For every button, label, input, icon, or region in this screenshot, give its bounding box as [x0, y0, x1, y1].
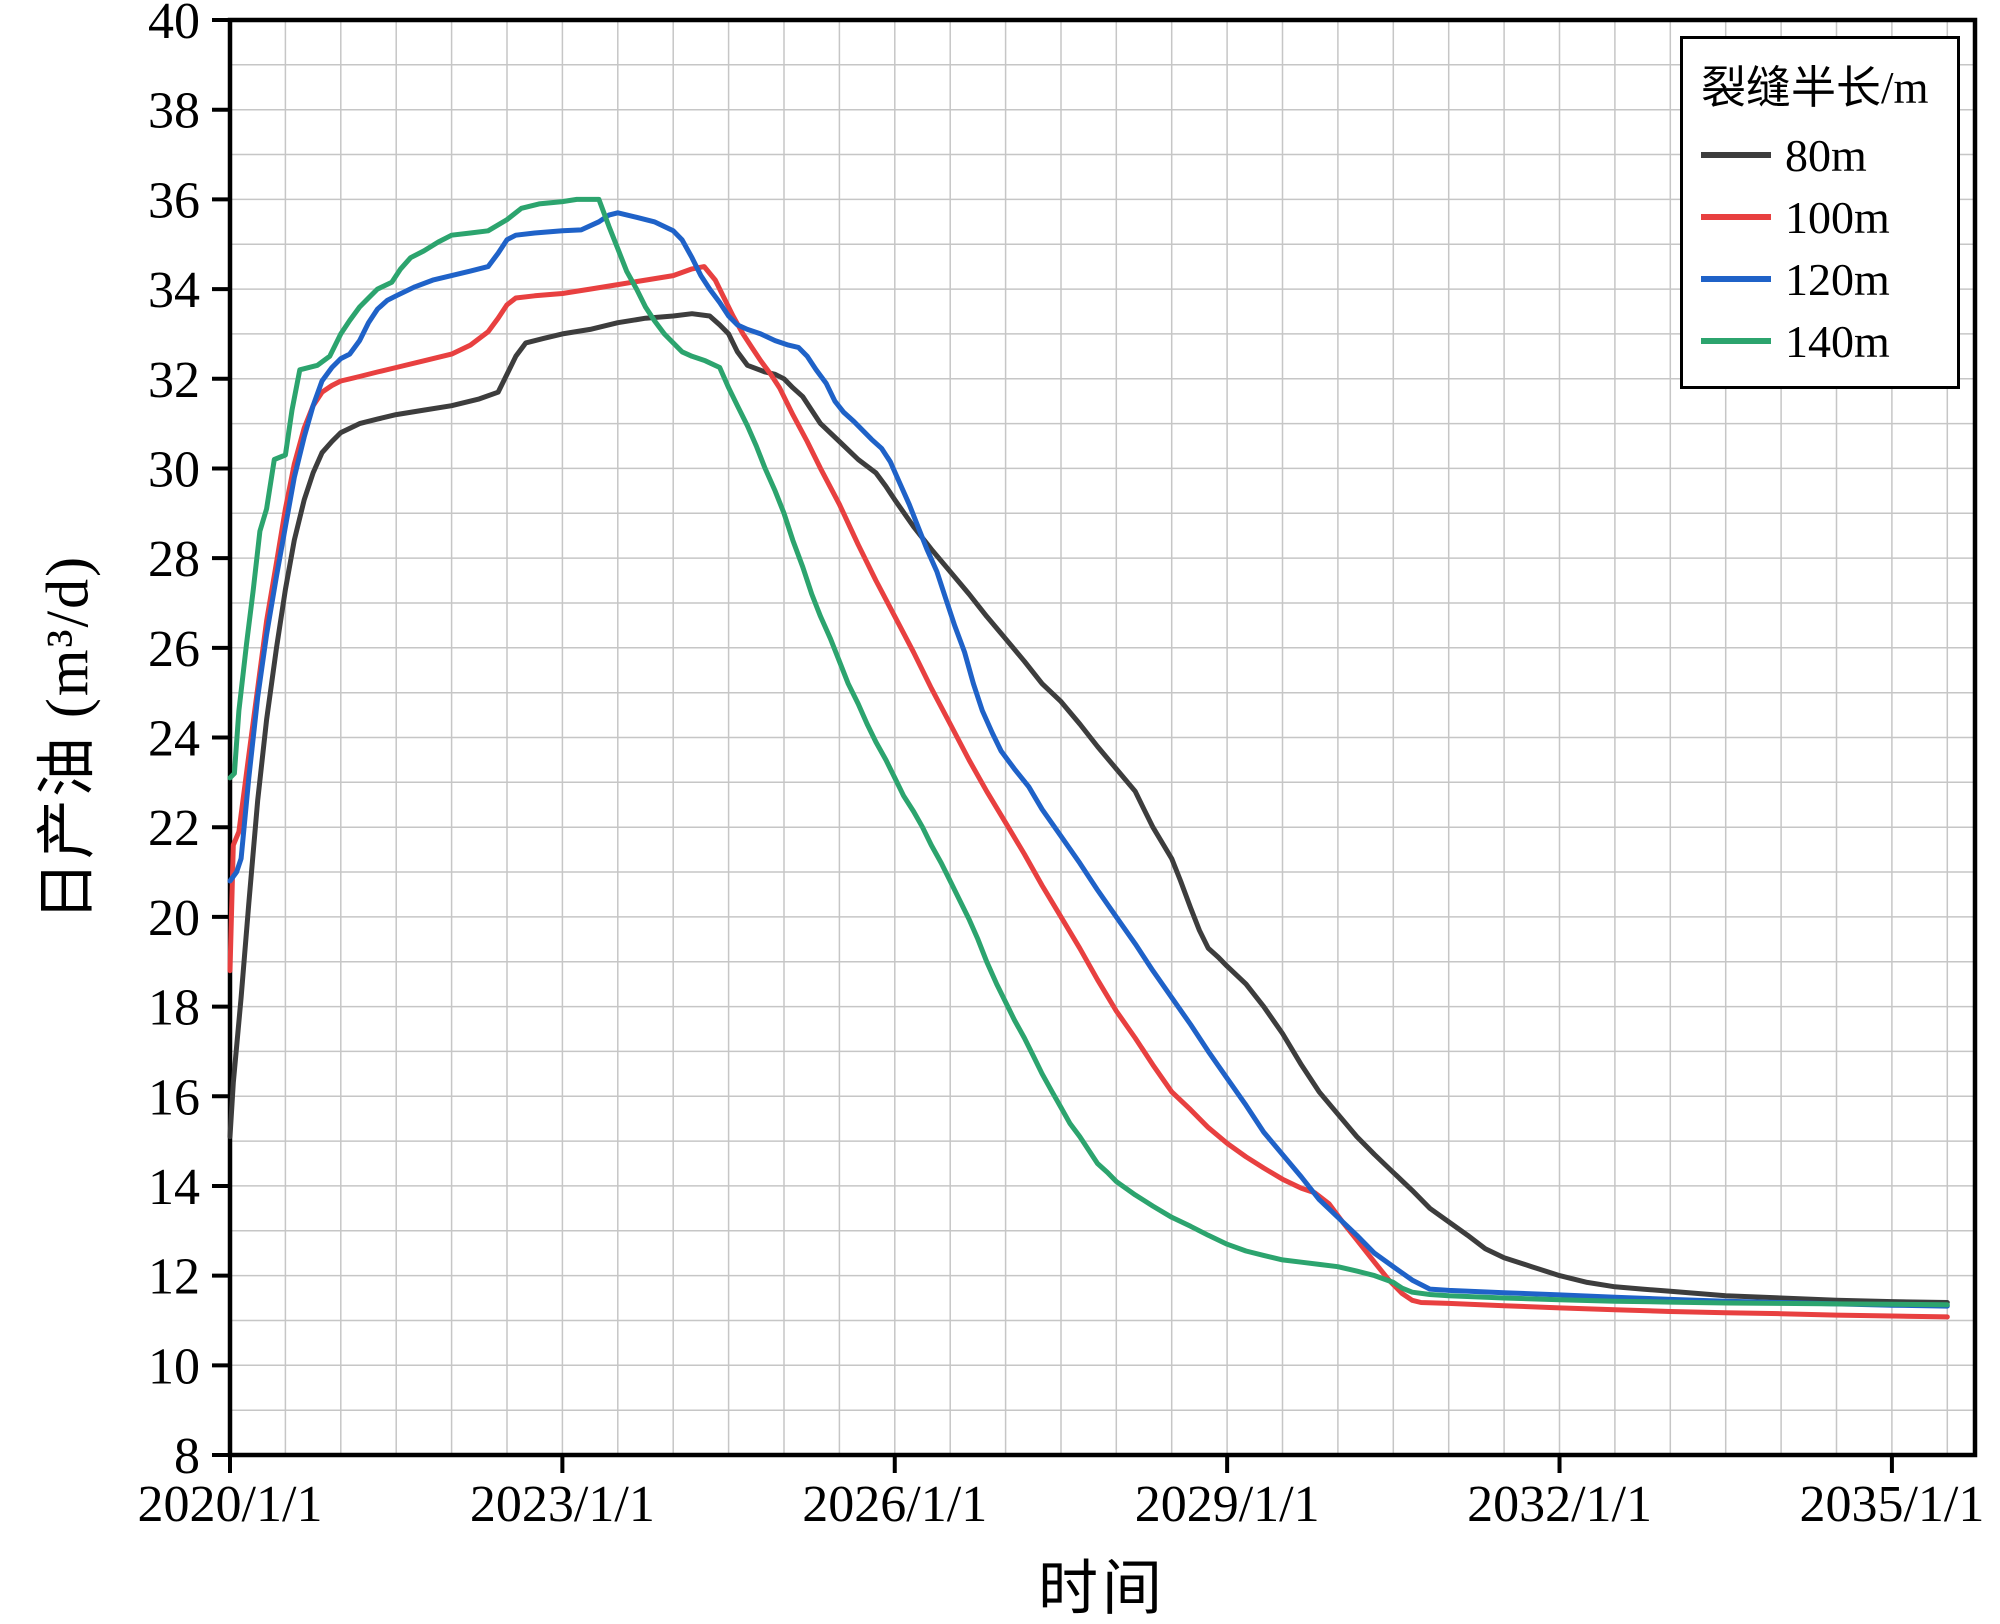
y-tick-label: 24 [148, 711, 200, 768]
legend-swatch-80m [1701, 152, 1771, 158]
y-tick-label: 18 [148, 980, 200, 1037]
y-tick-label: 16 [148, 1069, 200, 1126]
x-tick-label: 2029/1/1 [1135, 1476, 1320, 1533]
series-line-80m [227, 311, 1950, 1305]
y-tick-label: 26 [148, 621, 200, 678]
x-tick-label: 2026/1/1 [802, 1476, 987, 1533]
legend-item-100m: 100m [1701, 186, 1939, 248]
legend-swatch-140m [1701, 338, 1771, 344]
series-line-120m [227, 210, 1950, 1309]
legend-swatch-100m [1701, 214, 1771, 220]
legend-label-100m: 100m [1785, 191, 1890, 243]
y-tick-label: 22 [148, 800, 200, 857]
legend-item-80m: 80m [1701, 124, 1939, 186]
legend-label-140m: 140m [1785, 315, 1890, 367]
y-tick-label: 36 [148, 172, 200, 229]
x-tick-label: 2035/1/1 [1799, 1476, 1984, 1533]
y-tick-label: 40 [148, 0, 200, 50]
legend-title: 裂缝半长/m [1701, 63, 1929, 113]
y-tick-label: 12 [148, 1249, 200, 1306]
y-tick-label: 32 [148, 352, 200, 409]
series-line-100m [227, 264, 1950, 1320]
y-tick-label: 30 [148, 441, 200, 498]
legend-swatch-120m [1701, 276, 1771, 282]
x-axis-title: 时间 [1038, 1556, 1166, 1622]
x-tick-label: 2020/1/1 [138, 1476, 323, 1533]
legend: 裂缝半长/m 80m 100m 120m 140m [1680, 36, 1960, 389]
y-tick-label: 28 [148, 531, 200, 588]
y-tick-label: 10 [148, 1338, 200, 1395]
y-tick-label: 14 [148, 1159, 200, 1216]
legend-label-120m: 120m [1785, 253, 1890, 305]
y-tick-label: 38 [148, 83, 200, 140]
legend-item-120m: 120m [1701, 248, 1939, 310]
y-tick-label: 20 [148, 890, 200, 947]
series-line-140m [227, 196, 1950, 1308]
legend-item-140m: 140m [1701, 310, 1939, 372]
x-tick-label: 2032/1/1 [1467, 1476, 1652, 1533]
y-tick-label: 8 [174, 1428, 200, 1485]
y-tick-label: 34 [148, 262, 200, 319]
x-tick-label: 2023/1/1 [470, 1476, 655, 1533]
legend-label-80m: 80m [1785, 129, 1867, 181]
y-axis-title: 日产油 (m³/d) [34, 554, 101, 922]
